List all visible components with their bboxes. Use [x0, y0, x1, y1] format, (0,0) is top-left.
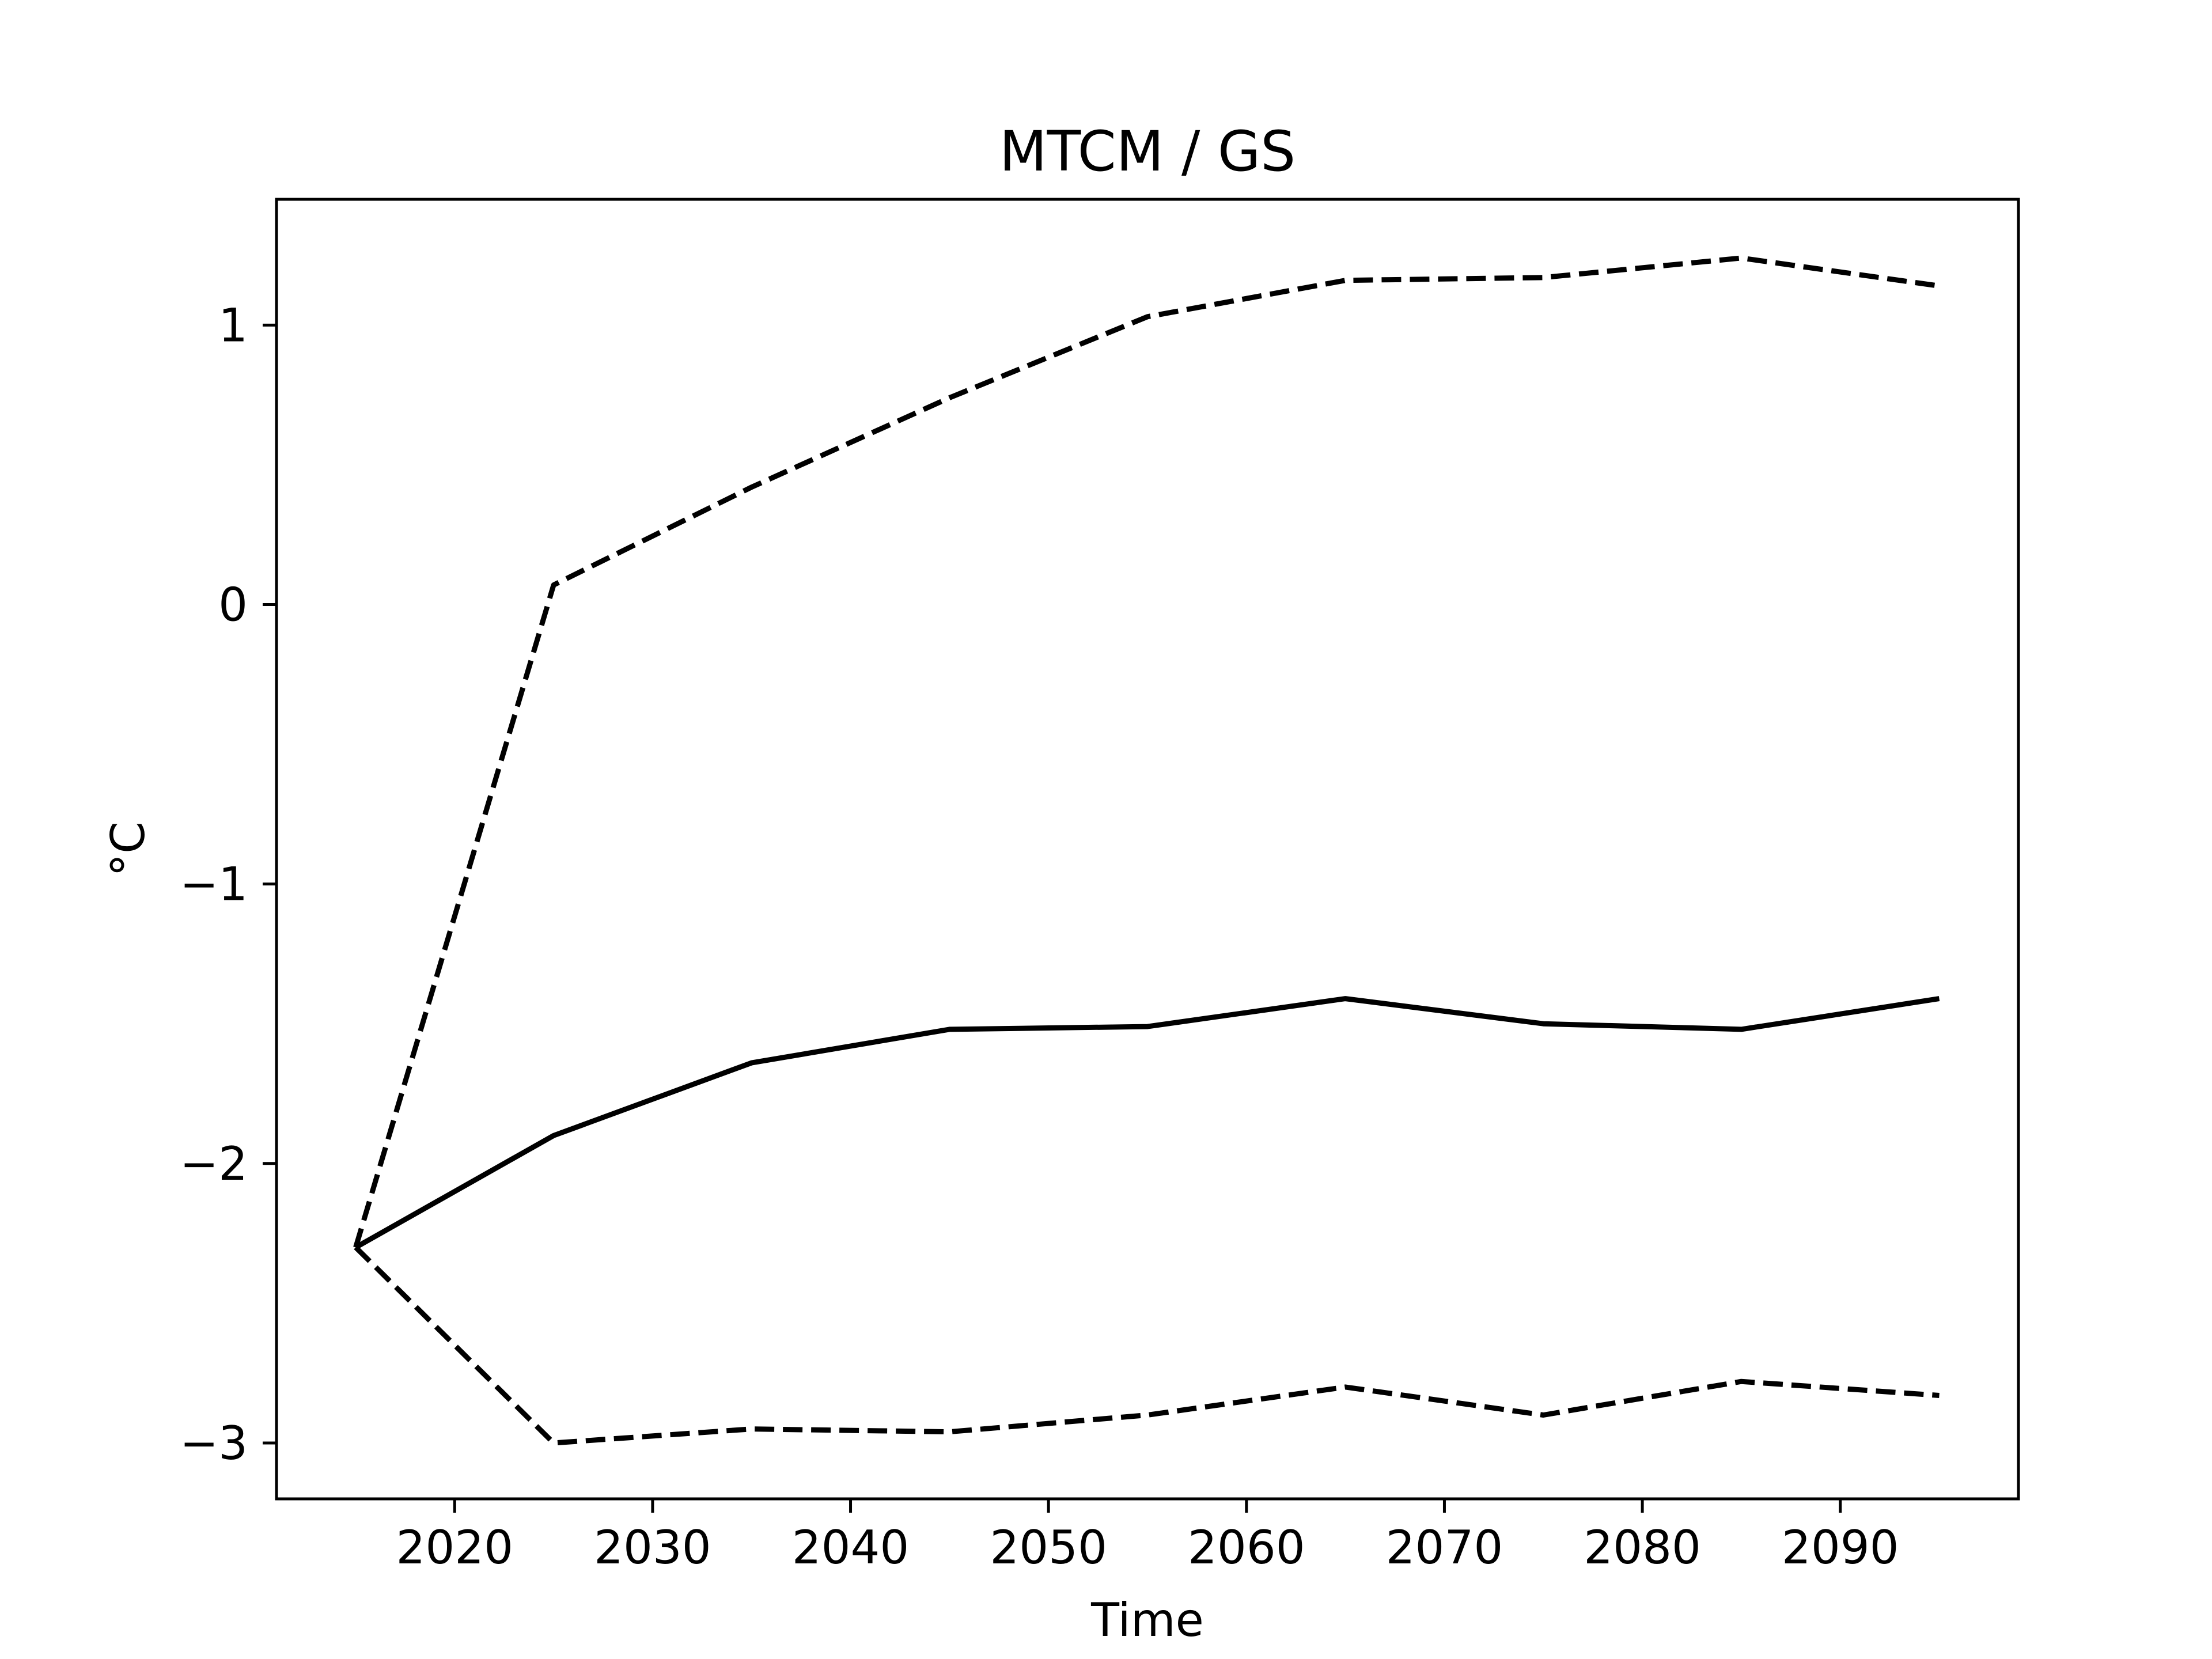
y-axis-label: °C [101, 821, 155, 877]
series-line-dashed-2 [354, 1245, 1940, 1446]
x-axis-label: Time [1090, 1593, 1204, 1647]
y-axis: −3 −2 −1 0 1 [180, 298, 276, 1470]
x-tick-label: 2070 [1386, 1521, 1503, 1574]
y-tick-label: 1 [218, 298, 248, 352]
x-tick-label: 2090 [1782, 1521, 1899, 1574]
y-tick-label: 0 [218, 578, 248, 631]
x-tick-label: 2050 [990, 1521, 1107, 1574]
y-tick-label: −3 [180, 1416, 248, 1470]
x-tick-label: 2060 [1188, 1521, 1305, 1574]
series-line-solid-0 [354, 996, 1940, 1250]
x-tick-label: 2030 [594, 1521, 711, 1574]
chart-title: MTCM / GS [999, 119, 1296, 184]
axes-frame [275, 198, 2020, 1501]
y-tick-label: −2 [180, 1137, 248, 1191]
x-tick-label: 2020 [396, 1521, 513, 1574]
x-axis: 2020 2030 2040 2050 2060 2070 2080 2090 [396, 1499, 1899, 1574]
plot-area [353, 255, 1940, 1446]
series-line-dashed-1 [353, 255, 1940, 1248]
y-tick-label: −1 [180, 858, 248, 911]
x-tick-label: 2040 [792, 1521, 910, 1574]
x-tick-label: 2080 [1584, 1521, 1701, 1574]
